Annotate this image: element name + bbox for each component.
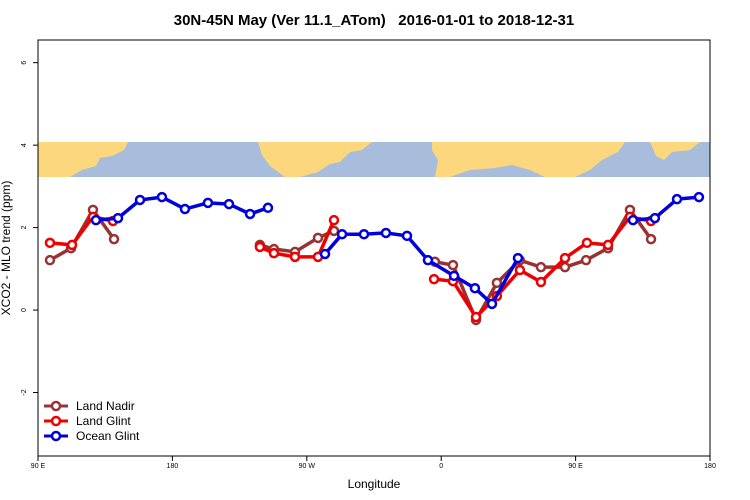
point bbox=[535, 261, 547, 273]
y-axis-label: XCO2 - MLO trend (ppm) bbox=[0, 181, 13, 316]
point bbox=[671, 193, 683, 205]
y-tick-label: 0 bbox=[21, 308, 28, 312]
x-tick-label: 90 W bbox=[299, 463, 316, 470]
y-tick-label: 2 bbox=[21, 226, 28, 230]
point bbox=[156, 191, 168, 203]
point bbox=[358, 228, 370, 240]
point bbox=[336, 228, 348, 240]
x-tick-label: 180 bbox=[704, 463, 716, 470]
point bbox=[491, 277, 503, 289]
point bbox=[559, 261, 571, 273]
point bbox=[535, 276, 547, 288]
point bbox=[134, 194, 146, 206]
point bbox=[512, 252, 524, 264]
point bbox=[428, 273, 440, 285]
legend-label: Ocean Glint bbox=[76, 429, 140, 443]
point bbox=[319, 248, 331, 260]
x-axis-label: Longitude bbox=[348, 477, 401, 491]
y-tick-label: -2 bbox=[21, 389, 28, 395]
x-tick-label: 90 E bbox=[31, 463, 46, 470]
legend-marker bbox=[50, 400, 62, 412]
point bbox=[44, 254, 56, 266]
point bbox=[422, 254, 434, 266]
x-tick-label: 90 E bbox=[568, 463, 583, 470]
point bbox=[627, 214, 639, 226]
y-tick-label: 4 bbox=[21, 143, 28, 147]
point bbox=[486, 298, 498, 310]
point bbox=[649, 212, 661, 224]
y-tick-label: 6 bbox=[21, 61, 28, 65]
legend-label: Land Glint bbox=[76, 414, 131, 428]
x-tick-label: 0 bbox=[439, 463, 443, 470]
point bbox=[580, 254, 592, 266]
x-tick-label: 180 bbox=[167, 463, 179, 470]
point bbox=[328, 214, 340, 226]
point bbox=[262, 202, 274, 214]
legend-label: Land Nadir bbox=[76, 399, 135, 413]
point bbox=[602, 239, 614, 251]
point bbox=[90, 214, 102, 226]
point bbox=[470, 311, 482, 323]
point bbox=[202, 197, 214, 209]
map-band bbox=[38, 142, 710, 177]
legend-marker bbox=[50, 430, 62, 442]
point bbox=[179, 203, 191, 215]
point bbox=[581, 237, 593, 249]
point bbox=[514, 264, 526, 276]
plot-frame bbox=[37, 39, 711, 457]
point bbox=[289, 251, 301, 263]
point bbox=[268, 247, 280, 259]
point bbox=[66, 239, 78, 251]
point bbox=[448, 270, 460, 282]
point bbox=[254, 241, 266, 253]
legend-marker bbox=[50, 415, 62, 427]
point bbox=[380, 227, 392, 239]
point bbox=[312, 232, 324, 244]
point bbox=[469, 282, 481, 294]
point bbox=[401, 230, 413, 242]
point bbox=[223, 198, 235, 210]
point bbox=[44, 237, 56, 249]
point bbox=[693, 191, 705, 203]
point bbox=[645, 233, 657, 245]
point bbox=[447, 259, 459, 271]
point bbox=[108, 233, 120, 245]
point bbox=[112, 212, 124, 224]
point bbox=[559, 252, 571, 264]
point bbox=[244, 208, 256, 220]
chart-title: 30N-45N May (Ver 11.1_ATom) 2016-01-01 t… bbox=[174, 12, 575, 29]
